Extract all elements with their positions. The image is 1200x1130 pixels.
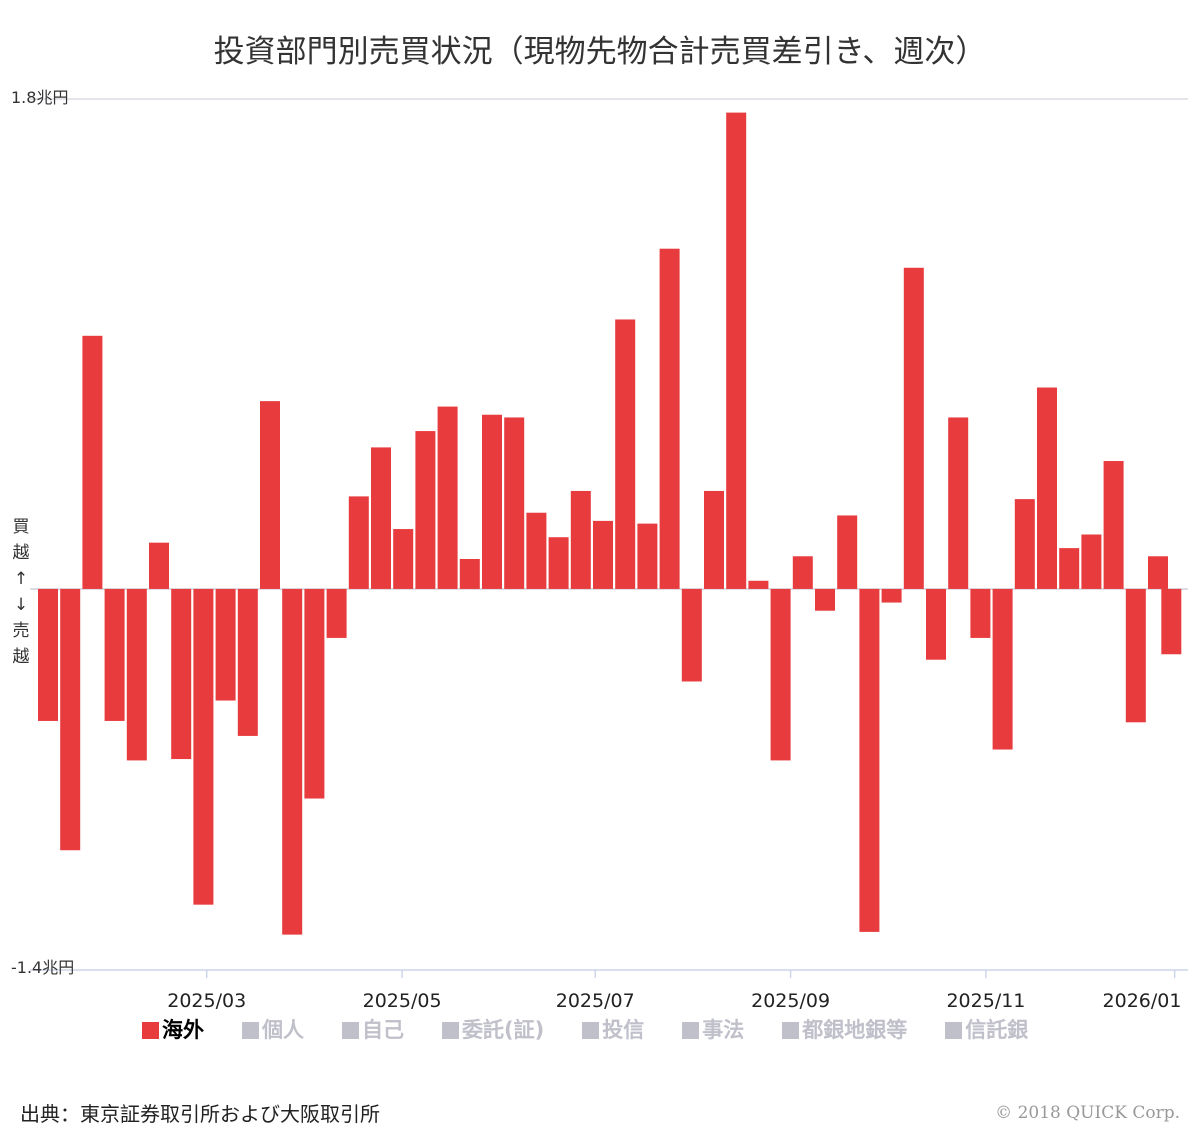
buy-char-2: 越 [12, 543, 30, 563]
legend-item[interactable]: 都銀地銀等 [782, 1014, 907, 1044]
bar[interactable] [371, 447, 391, 589]
bar[interactable] [504, 417, 525, 589]
chart-title: 投資部門別売買状況（現物先物合計売買差引き、週次） [213, 34, 987, 70]
legend-label: 海外 [162, 1018, 204, 1042]
bar[interactable] [770, 588, 791, 761]
bar[interactable] [681, 588, 702, 682]
legend-item[interactable]: 投信 [582, 1014, 644, 1044]
bar[interactable] [237, 588, 258, 736]
bar[interactable] [348, 496, 369, 589]
bar[interactable] [1161, 588, 1182, 655]
bar[interactable] [815, 588, 835, 611]
x-tick-label: 2026/01 [1103, 990, 1182, 1012]
legend-swatch-icon [582, 1022, 600, 1039]
down-arrow-icon: ↓ [13, 595, 29, 615]
bar[interactable] [104, 588, 125, 721]
bar[interactable] [1103, 461, 1124, 589]
legend-item[interactable]: 個人 [242, 1014, 304, 1044]
sell-label: ↓ 売 越 [11, 592, 31, 670]
bar[interactable] [215, 588, 236, 701]
y-max-label: 1.8兆円 [11, 88, 69, 107]
bar[interactable] [748, 580, 769, 589]
legend-label: 事法 [702, 1018, 745, 1042]
x-tick-label: 2025/05 [363, 990, 442, 1012]
bar[interactable] [193, 588, 214, 905]
bar[interactable] [837, 515, 858, 589]
legend-swatch-icon [442, 1022, 459, 1039]
bar[interactable] [704, 490, 724, 589]
source-note: 出典：東京証券取引所および大阪取引所 [20, 1102, 380, 1126]
up-arrow-icon: ↑ [13, 569, 29, 589]
bar[interactable] [149, 542, 169, 589]
bar[interactable] [659, 248, 680, 589]
legend-swatch-icon [945, 1022, 963, 1039]
legend-item[interactable]: 事法 [682, 1014, 744, 1044]
sell-char-1: 売 [12, 621, 30, 641]
legend-item[interactable]: 自己 [342, 1014, 404, 1044]
bar[interactable] [903, 267, 924, 589]
bar[interactable] [726, 112, 747, 589]
legend-label: 投信 [602, 1018, 645, 1042]
buy-char-1: 買 [12, 517, 30, 537]
legend-label: 自己 [362, 1018, 404, 1042]
bar[interactable] [548, 537, 569, 589]
legend-label: 都銀地銀等 [802, 1018, 908, 1042]
legend-swatch-icon [342, 1022, 359, 1039]
legend-swatch-icon [682, 1022, 700, 1039]
bar[interactable] [637, 523, 658, 589]
bar[interactable] [437, 406, 458, 589]
bar[interactable] [992, 588, 1013, 750]
x-tick-label: 2025/09 [751, 990, 830, 1012]
bar[interactable] [282, 588, 303, 935]
bar[interactable] [1148, 556, 1168, 589]
bar[interactable] [593, 520, 613, 589]
bar[interactable] [1059, 548, 1080, 589]
bar[interactable] [260, 401, 280, 589]
bar[interactable] [1081, 534, 1102, 589]
legend-item[interactable]: 海外 [142, 1014, 204, 1044]
legend: 海外 個人 自己 委託(証) 投信 事法 都銀地銀等 信託銀 [142, 1014, 1102, 1052]
x-tick-label: 2025/03 [167, 990, 246, 1012]
bar[interactable] [1125, 588, 1146, 723]
bar[interactable] [171, 588, 192, 760]
bar[interactable] [82, 335, 103, 589]
bar[interactable] [859, 588, 880, 932]
legend-label: 信託銀 [965, 1018, 1029, 1042]
bar[interactable] [393, 529, 414, 589]
bar[interactable] [792, 556, 813, 589]
bar[interactable] [38, 588, 58, 721]
bar[interactable] [482, 414, 502, 589]
bar[interactable] [948, 417, 969, 589]
legend-swatch-icon [782, 1022, 800, 1039]
legend-label: 委託(証) [462, 1018, 545, 1042]
x-tick-label: 2025/07 [556, 990, 635, 1012]
bar[interactable] [526, 512, 547, 589]
bar[interactable] [926, 588, 946, 660]
bar[interactable] [1037, 387, 1057, 589]
bar[interactable] [570, 490, 591, 589]
bar[interactable] [881, 588, 902, 603]
bar[interactable] [459, 558, 480, 589]
bar[interactable] [415, 431, 436, 589]
bar[interactable] [326, 588, 347, 638]
bar[interactable] [304, 588, 325, 799]
bar[interactable] [1014, 499, 1035, 589]
legend-label: 個人 [262, 1018, 304, 1042]
buy-label: 買 越 ↑ [11, 514, 31, 592]
legend-swatch-icon [242, 1022, 259, 1039]
legend-swatch-icon [142, 1022, 159, 1039]
bar[interactable] [60, 588, 81, 851]
legend-item[interactable]: 信託銀 [945, 1014, 1028, 1044]
bar[interactable] [970, 588, 991, 638]
legend-item[interactable]: 委託(証) [442, 1014, 544, 1044]
copyright: © 2018 QUICK Corp. [995, 1103, 1180, 1123]
x-tick-label: 2025/11 [946, 990, 1025, 1012]
bar[interactable] [126, 588, 147, 761]
sell-char-2: 越 [12, 647, 30, 667]
y-min-label: -1.4兆円 [11, 958, 75, 977]
bar[interactable] [615, 319, 636, 589]
